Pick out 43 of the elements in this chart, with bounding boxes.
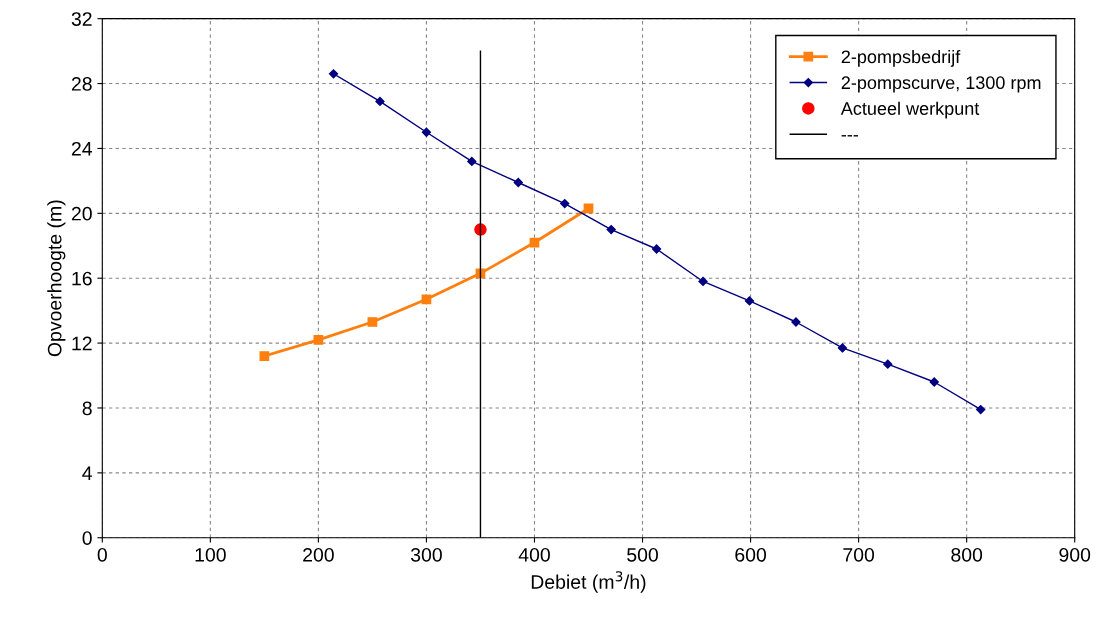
legend-label: 2-pompscurve, 1300 rpm: [841, 76, 1041, 93]
y-axis-title: Opvoerhoogte (m): [47, 200, 66, 357]
x-tick-label: 700: [843, 547, 875, 562]
x-tick-label: 0: [97, 547, 107, 562]
point: [837, 343, 848, 353]
y-tick-label: 24: [71, 141, 93, 156]
x-tick-label: 900: [1059, 547, 1091, 562]
x-tick-label: 100: [195, 547, 226, 562]
y-tick-label: 4: [82, 466, 93, 480]
legend-label: Actueel werkpunt: [840, 101, 980, 119]
point: [744, 296, 755, 306]
point: [651, 244, 662, 254]
y-tick-label: 16: [72, 271, 92, 286]
point: [560, 198, 570, 209]
point: [976, 404, 986, 415]
point: [513, 177, 523, 188]
legend-label: 2-pompsbedrijf: [841, 49, 961, 67]
x-tick-label: 200: [303, 547, 334, 562]
y-tick-label: 0: [82, 531, 92, 545]
y-tick-label: 8: [82, 401, 92, 416]
x-tick-label: 300: [410, 547, 442, 562]
point: [421, 294, 432, 305]
point: [421, 127, 432, 137]
x-tick-label: 600: [735, 547, 767, 562]
point: [606, 224, 616, 235]
point: [328, 69, 339, 79]
x-tick-label: 400: [518, 547, 550, 562]
point: [698, 276, 708, 287]
point: [467, 156, 477, 167]
point: [367, 317, 378, 327]
point: [375, 96, 385, 107]
x-axis-title: Debiet (m$^{3}$/h): [531, 571, 646, 593]
legend-label: ---: [841, 135, 859, 137]
point: [259, 351, 270, 361]
point: [883, 359, 893, 369]
point: [929, 377, 939, 387]
y-tick-label: 28: [71, 77, 92, 91]
x-tick-label: 500: [627, 547, 658, 562]
point: [313, 334, 324, 345]
x-tick-label: 800: [951, 547, 983, 562]
y-tick-label: 12: [72, 336, 92, 351]
y-tick-label: 32: [71, 12, 92, 26]
y-tick-label: 20: [71, 206, 92, 221]
